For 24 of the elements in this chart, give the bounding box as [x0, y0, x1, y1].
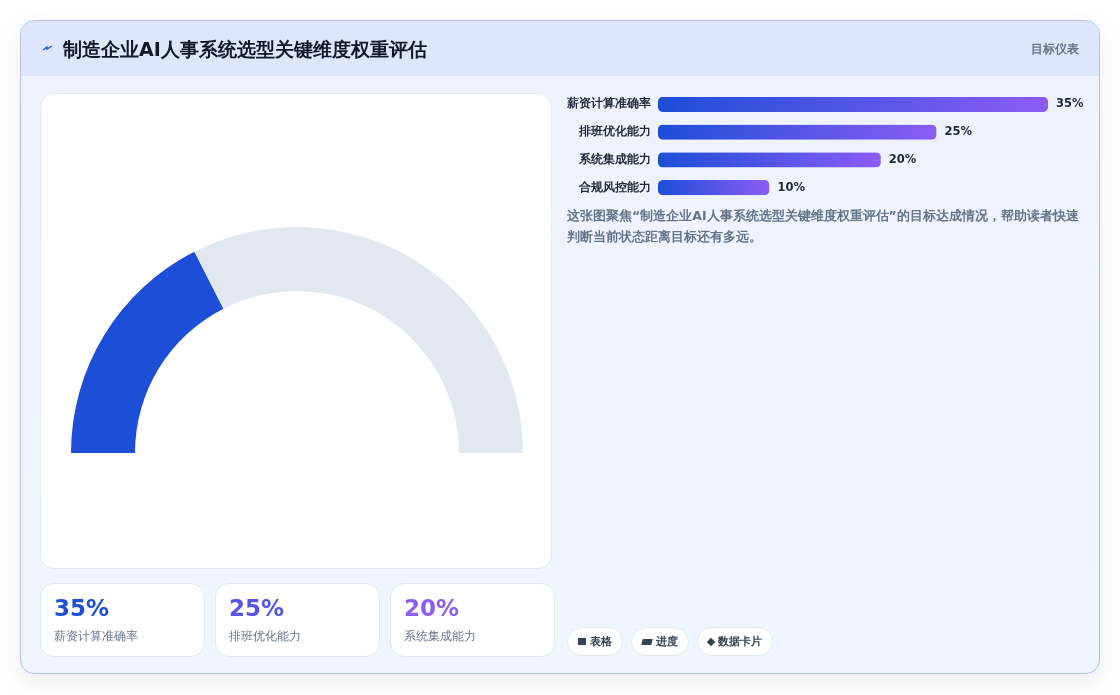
- data-label: 35%: [54, 595, 110, 621]
- data-label: 20%: [888, 151, 917, 166]
- y-tick-label: 薪资计算准确率: [565, 96, 651, 111]
- bar: [658, 179, 770, 196]
- text: 这张图聚焦“制造企业AI人事系统选型关键维度权重评估”的目标达成情况，帮助读者快速判断当前状态距离目标还有多远。: [567, 207, 1080, 246]
- y-tick-label: 排班优化能力: [577, 124, 651, 139]
- data-label: 25%: [944, 124, 973, 139]
- y-tick-label: 系统集成能力: [577, 151, 651, 166]
- category-label: 排班优化能力: [229, 629, 301, 644]
- data-label: 35%: [1056, 96, 1084, 111]
- category-label: 薪资计算准确率: [54, 629, 138, 644]
- text: 数据卡片: [718, 634, 762, 649]
- data-label: 25%: [229, 595, 285, 621]
- data-label: 20%: [404, 595, 460, 621]
- data-label: 10%: [777, 179, 806, 194]
- text: 进度: [656, 634, 678, 649]
- bar: [658, 96, 1048, 113]
- bar: [658, 152, 881, 168]
- chart-subtitle: 目标仪表: [1031, 41, 1079, 58]
- bar: [658, 124, 937, 140]
- text: 表格: [590, 634, 612, 649]
- y-tick-label: 合规风控能力: [577, 179, 651, 194]
- chart-title: 制造企业AI人事系统选型关键维度权重评估: [63, 37, 427, 62]
- category-label: 系统集成能力: [404, 629, 476, 644]
